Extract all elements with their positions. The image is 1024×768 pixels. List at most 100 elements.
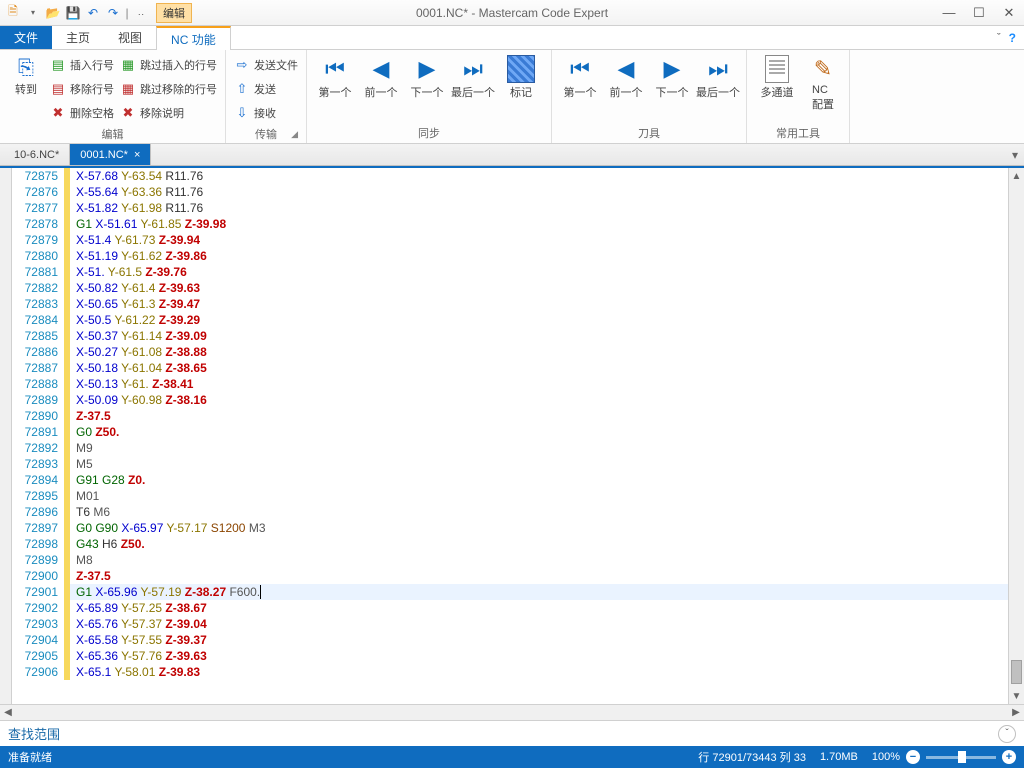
sync-first-button[interactable]: ⏮第一个 [315, 54, 355, 100]
save-icon[interactable]: 💾 [64, 4, 82, 22]
code-line[interactable]: 72892M9 [12, 440, 1008, 456]
code-line[interactable]: 72877X-51.82 Y-61.98 R11.76 [12, 200, 1008, 216]
delete-comment-button[interactable]: ✖移除说明 [120, 102, 217, 124]
code-line[interactable]: 72905X-65.36 Y-57.76 Z-39.63 [12, 648, 1008, 664]
tab-view[interactable]: 视图 [104, 26, 156, 49]
minimize-button[interactable]: — [934, 3, 964, 23]
code-line[interactable]: 72894G91 G28 Z0. [12, 472, 1008, 488]
send-button[interactable]: ⇧发送 [234, 78, 298, 100]
code-line[interactable]: 72897G0 G90 X-65.97 Y-57.17 S1200 M3 [12, 520, 1008, 536]
ribbon-collapse-icon[interactable]: ˇ [997, 32, 1001, 44]
line-text: X-50.5 Y-61.22 Z-39.29 [70, 312, 200, 328]
scroll-right-icon[interactable]: ▶ [1008, 707, 1024, 718]
code-line[interactable]: 72879X-51.4 Y-61.73 Z-39.94 [12, 232, 1008, 248]
code-area[interactable]: 72875X-57.68 Y-63.54 R11.7672876X-55.64 … [12, 168, 1008, 704]
sync-next-button[interactable]: ▶下一个 [407, 54, 447, 100]
scroll-thumb[interactable] [1011, 660, 1022, 684]
code-line[interactable]: 72883X-50.65 Y-61.3 Z-39.47 [12, 296, 1008, 312]
horizontal-scrollbar[interactable]: ◀ ▶ [0, 704, 1024, 720]
scroll-up-icon[interactable]: ▲ [1012, 168, 1022, 184]
sync-mark-button[interactable]: 标记 [499, 54, 543, 100]
transfer-launcher-icon[interactable]: ◢ [291, 129, 298, 140]
ribbon-group-tool: ⏮第一个 ◀前一个 ▶下一个 ⏭最后一个 刀具 [552, 50, 747, 143]
code-line[interactable]: 72878G1 X-51.61 Y-61.85 Z-39.98 [12, 216, 1008, 232]
open-icon[interactable]: 📂 [44, 4, 62, 22]
skip-remove-button[interactable]: ▦跳过移除的行号 [120, 78, 217, 100]
skip-insert-button[interactable]: ▦跳过插入的行号 [120, 54, 217, 76]
vertical-scrollbar[interactable]: ▲ ▼ [1008, 168, 1024, 704]
code-line[interactable]: 72893M5 [12, 456, 1008, 472]
new-dropdown-icon[interactable]: ▾ [24, 4, 42, 22]
qat-context-tab[interactable]: 编辑 [156, 3, 192, 23]
doc-tab-1[interactable]: 10-6.NC* [4, 144, 70, 165]
line-number: 72897 [12, 520, 64, 536]
doc-tab-2[interactable]: 0001.NC*× [70, 144, 151, 165]
code-line[interactable]: 72889X-50.09 Y-60.98 Z-38.16 [12, 392, 1008, 408]
code-line[interactable]: 72899M8 [12, 552, 1008, 568]
remove-linenum-button[interactable]: ▤移除行号 [50, 78, 114, 100]
zoom-slider[interactable] [926, 756, 996, 759]
find-expand-icon[interactable]: ˇ [998, 725, 1016, 743]
line-text: X-50.37 Y-61.14 Z-39.09 [70, 328, 207, 344]
code-line[interactable]: 72885X-50.37 Y-61.14 Z-39.09 [12, 328, 1008, 344]
tool-last-button[interactable]: ⏭最后一个 [698, 54, 738, 100]
insert-linenum-button[interactable]: ▤插入行号 [50, 54, 114, 76]
new-file-icon[interactable]: 🗎 [4, 4, 22, 22]
send-file-button[interactable]: ⇨发送文件 [234, 54, 298, 76]
code-line[interactable]: 72888X-50.13 Y-61. Z-38.41 [12, 376, 1008, 392]
line-text: G1 X-51.61 Y-61.85 Z-39.98 [70, 216, 226, 232]
code-line[interactable]: 72903X-65.76 Y-57.37 Z-39.04 [12, 616, 1008, 632]
delete-space-button[interactable]: ✖删除空格 [50, 102, 114, 124]
code-line[interactable]: 72900Z-37.5 [12, 568, 1008, 584]
code-line[interactable]: 72891G0 Z50. [12, 424, 1008, 440]
nc-config-button[interactable]: ✎NC配置 [805, 54, 841, 112]
redo-icon[interactable]: ↷ [104, 4, 122, 22]
code-line[interactable]: 72901G1 X-65.96 Y-57.19 Z-38.27 F600. [12, 584, 1008, 600]
tool-next-button[interactable]: ▶下一个 [652, 54, 692, 100]
code-line[interactable]: 72875X-57.68 Y-63.54 R11.76 [12, 168, 1008, 184]
sync-last-button[interactable]: ⏭最后一个 [453, 54, 493, 100]
tab-nc[interactable]: NC 功能 [156, 26, 231, 50]
code-line[interactable]: 72876X-55.64 Y-63.36 R11.76 [12, 184, 1008, 200]
code-line[interactable]: 72882X-50.82 Y-61.4 Z-39.63 [12, 280, 1008, 296]
receive-button[interactable]: ⇩接收 [234, 102, 298, 124]
nc-config-icon: ✎ [814, 54, 832, 84]
ribbon-group-sync: ⏮第一个 ◀前一个 ▶下一个 ⏭最后一个 标记 同步 [307, 50, 552, 143]
scroll-left-icon[interactable]: ◀ [0, 707, 16, 718]
zoom-knob[interactable] [958, 751, 966, 763]
code-line[interactable]: 72904X-65.58 Y-57.55 Z-39.37 [12, 632, 1008, 648]
qat-more-icon[interactable]: ‥ [132, 4, 150, 22]
code-line[interactable]: 72886X-50.27 Y-61.08 Z-38.88 [12, 344, 1008, 360]
code-line[interactable]: 72896T6 M6 [12, 504, 1008, 520]
zoom-in-button[interactable]: + [1002, 750, 1016, 764]
code-line[interactable]: 72898G43 H6 Z50. [12, 536, 1008, 552]
zoom-control: 100% − + [872, 750, 1016, 764]
tab-dropdown-icon[interactable]: ▾ [1006, 144, 1024, 165]
tab-file[interactable]: 文件 [0, 26, 52, 49]
close-button[interactable]: ✕ [994, 3, 1024, 23]
code-line[interactable]: 72906X-65.1 Y-58.01 Z-39.83 [12, 664, 1008, 680]
code-line[interactable]: 72881X-51. Y-61.5 Z-39.76 [12, 264, 1008, 280]
code-line[interactable]: 72880X-51.19 Y-61.62 Z-39.86 [12, 248, 1008, 264]
close-tab-icon[interactable]: × [134, 149, 140, 161]
tool-prev-button[interactable]: ◀前一个 [606, 54, 646, 100]
code-line[interactable]: 72884X-50.5 Y-61.22 Z-39.29 [12, 312, 1008, 328]
undo-icon[interactable]: ↶ [84, 4, 102, 22]
tool-first-button[interactable]: ⏮第一个 [560, 54, 600, 100]
scroll-track[interactable] [1009, 184, 1024, 688]
hscroll-track[interactable] [16, 705, 1008, 720]
line-text: X-51. Y-61.5 Z-39.76 [70, 264, 187, 280]
zoom-out-button[interactable]: − [906, 750, 920, 764]
scroll-down-icon[interactable]: ▼ [1012, 688, 1022, 704]
code-line[interactable]: 72887X-50.18 Y-61.04 Z-38.65 [12, 360, 1008, 376]
sync-prev-button[interactable]: ◀前一个 [361, 54, 401, 100]
line-text: M5 [70, 456, 93, 472]
code-line[interactable]: 72902X-65.89 Y-57.25 Z-38.67 [12, 600, 1008, 616]
code-line[interactable]: 72890Z-37.5 [12, 408, 1008, 424]
maximize-button[interactable]: ☐ [964, 3, 994, 23]
tab-home[interactable]: 主页 [52, 26, 104, 49]
code-line[interactable]: 72895M01 [12, 488, 1008, 504]
multichannel-button[interactable]: 多通道 [755, 54, 799, 100]
help-icon[interactable]: ? [1009, 31, 1016, 45]
goto-button[interactable]: ⎘ 转到 [8, 54, 44, 96]
